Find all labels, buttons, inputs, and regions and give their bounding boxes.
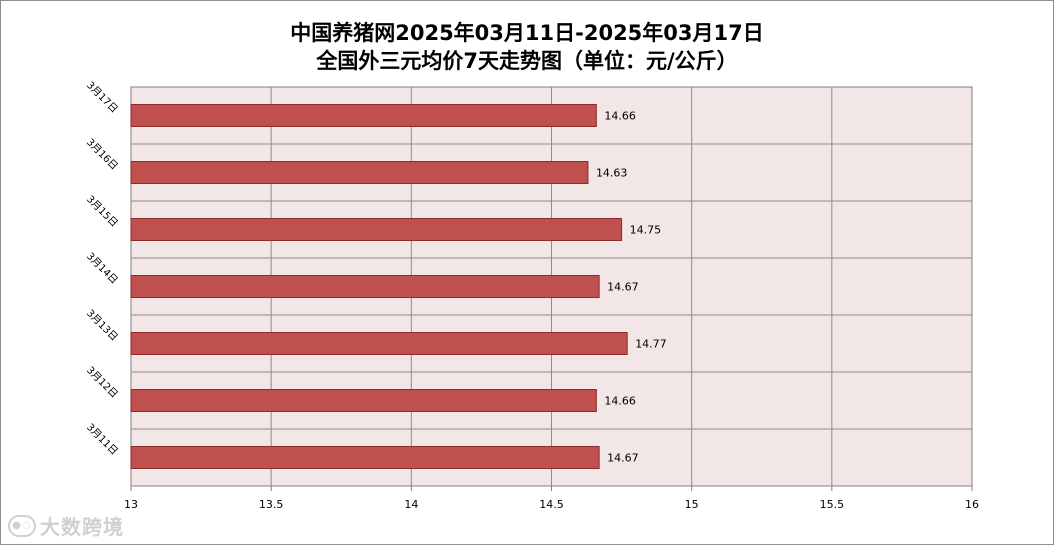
watermark-text: 大数跨境: [40, 515, 124, 539]
chart-subtitle: 全国外三元均价7天走势图（单位：元/公斤）: [316, 49, 738, 73]
bar: [130, 161, 589, 184]
bar: [130, 275, 600, 298]
x-tick-label: 15.5: [820, 498, 845, 511]
category-label: 3月16日: [84, 136, 120, 172]
category-label: 3月11日: [84, 421, 120, 457]
bar: [130, 104, 597, 127]
x-tick-label: 13: [124, 498, 138, 511]
data-label: 14.77: [635, 338, 667, 351]
x-tick-label: 15: [685, 498, 699, 511]
data-label: 14.67: [607, 281, 639, 294]
bar: [130, 389, 597, 412]
bar: [130, 332, 628, 355]
bar: [130, 446, 600, 469]
x-tick-label: 16: [965, 498, 979, 511]
category-label: 3月13日: [84, 307, 120, 343]
data-label: 14.75: [630, 224, 662, 237]
dashuju-logo-icon: ●◌: [8, 514, 36, 537]
data-label: 14.66: [604, 395, 636, 408]
category-label: 3月12日: [84, 364, 120, 400]
category-label: 3月14日: [84, 250, 120, 286]
chart-title: 中国养猪网2025年03月11日-2025年03月17日: [290, 21, 764, 45]
x-tick-label: 14: [404, 498, 418, 511]
bar: [130, 218, 623, 241]
category-label: 3月15日: [84, 193, 120, 229]
x-tick-label: 14.5: [539, 498, 564, 511]
category-label: 3月17日: [84, 79, 120, 115]
x-tick-label: 13.5: [259, 498, 284, 511]
watermark: ●◌ 大数跨境: [8, 511, 124, 540]
data-label: 14.63: [596, 167, 628, 180]
data-label: 14.67: [607, 452, 639, 465]
data-label: 14.66: [604, 110, 636, 123]
